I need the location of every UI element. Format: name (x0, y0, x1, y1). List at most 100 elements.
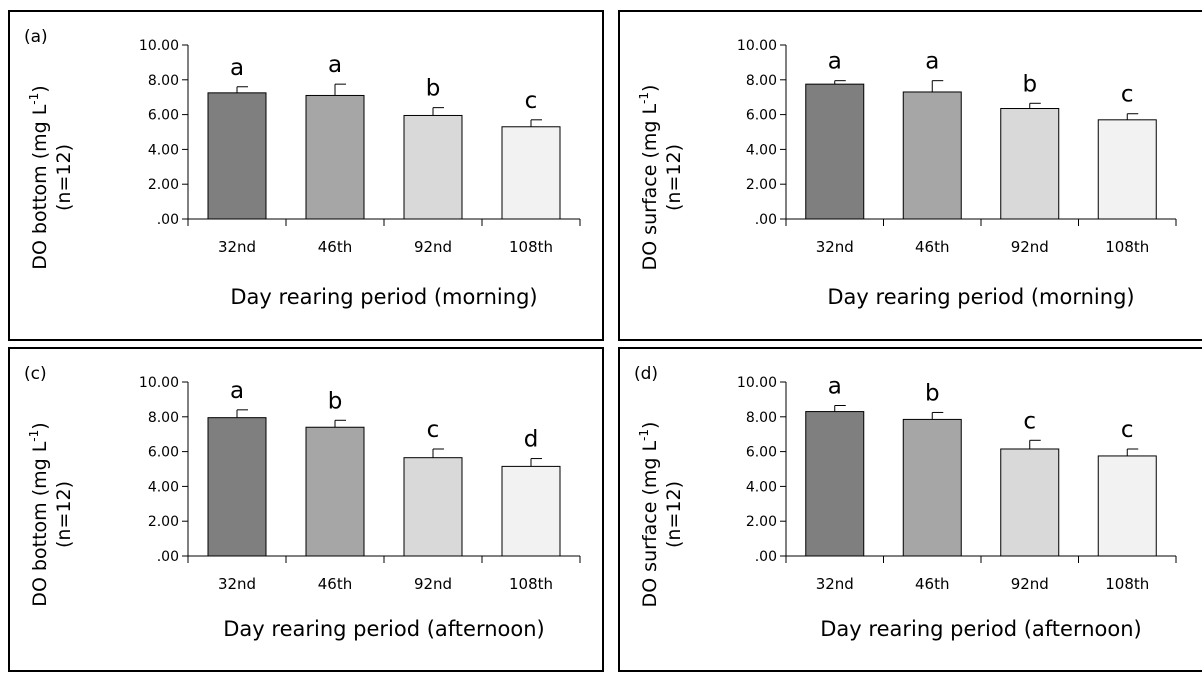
bar-chart-c: (c) .00 2.00 4.00 6.00 8.00 10.00 a 32nd b 46th c 92… (24, 364, 581, 641)
y-axis-title-line2: (n=12) (53, 481, 75, 548)
y-axis-title: DO bottom (mg L-1)(n=12) (27, 422, 75, 606)
significance-letter: b (925, 380, 940, 406)
significance-letter: a (925, 49, 939, 75)
y-tick-label: 2.00 (148, 177, 179, 193)
x-axis-title: Day rearing period (afternoon) (223, 617, 544, 641)
bar (1000, 108, 1060, 220)
x-tick-label: 108th (1105, 575, 1149, 593)
bar (501, 465, 561, 557)
y-tick-label: 10.00 (737, 38, 777, 54)
bar-chart-b: .00 2.00 4.00 6.00 8.00 10.00 a 32nd a 46th b 92nd c… (637, 38, 1177, 309)
y-tick-label: 2.00 (746, 514, 777, 530)
x-tick-label: 32nd (816, 575, 854, 593)
y-tick-label: 8.00 (746, 73, 777, 89)
bar (207, 417, 267, 557)
y-tick-label: 8.00 (746, 410, 777, 426)
bar (902, 91, 962, 220)
significance-letter: b (1022, 71, 1037, 97)
y-tick-label: 4.00 (746, 142, 777, 158)
chart-panel-d: (d) .00 2.00 4.00 6.00 8.00 10.00 a 32nd b 46th c 92… (618, 347, 1202, 672)
y-tick-label: 8.00 (148, 73, 179, 89)
panel-label: (d) (634, 364, 658, 384)
y-axis-title-line1: DO surface (mg L-1) (637, 85, 661, 271)
significance-letter: a (230, 378, 244, 404)
significance-letter: c (1121, 417, 1134, 443)
x-tick-label: 32nd (218, 575, 256, 593)
y-tick-label: 10.00 (139, 375, 179, 391)
y-tick-label: .00 (157, 212, 179, 228)
y-axis-title-line2: (n=12) (663, 481, 685, 548)
y-tick-label: 4.00 (148, 142, 179, 158)
significance-letter: a (828, 49, 842, 75)
significance-letter: a (230, 55, 244, 81)
y-axis-title: DO surface (mg L-1)(n=12) (637, 422, 685, 608)
bar (305, 426, 365, 557)
chart-panel-c: (c) .00 2.00 4.00 6.00 8.00 10.00 a 32nd b 46th c 92… (8, 347, 604, 672)
y-axis-title-line2: (n=12) (53, 144, 75, 211)
panel-label: (a) (24, 27, 48, 47)
y-axis-title: DO surface (mg L-1)(n=12) (637, 85, 685, 271)
x-tick-label: 92nd (414, 575, 452, 593)
bar (403, 457, 463, 557)
chart-panel-b: .00 2.00 4.00 6.00 8.00 10.00 a 32nd a 46th b 92nd c… (618, 10, 1202, 341)
x-tick-label: 46th (318, 238, 352, 256)
y-axis-title-line1: DO surface (mg L-1) (637, 422, 661, 608)
significance-letter: c (1121, 82, 1134, 108)
y-tick-label: 6.00 (148, 445, 179, 461)
y-tick-label: 6.00 (148, 108, 179, 124)
x-tick-label: 92nd (414, 238, 452, 256)
bar (805, 83, 865, 220)
panel-label: (c) (24, 364, 47, 384)
bar (305, 94, 365, 220)
x-tick-label: 32nd (218, 238, 256, 256)
y-tick-label: 6.00 (746, 445, 777, 461)
bar (207, 92, 267, 220)
significance-letter: a (828, 373, 842, 399)
bar (403, 114, 463, 220)
x-tick-label: 92nd (1011, 575, 1049, 593)
bar (1000, 448, 1060, 557)
bar (805, 411, 865, 557)
significance-letter: b (426, 76, 441, 102)
y-tick-label: .00 (755, 549, 777, 565)
bar (902, 418, 962, 557)
y-axis-title-line2: (n=12) (663, 144, 685, 211)
y-tick-label: 6.00 (746, 108, 777, 124)
bar (1097, 455, 1157, 557)
y-tick-label: 10.00 (737, 375, 777, 391)
x-tick-label: 108th (509, 575, 553, 593)
x-axis-title: Day rearing period (afternoon) (820, 617, 1141, 641)
bar (501, 126, 561, 220)
y-tick-label: 4.00 (148, 479, 179, 495)
y-tick-label: 10.00 (139, 38, 179, 54)
y-tick-label: 2.00 (746, 177, 777, 193)
x-tick-label: 46th (318, 575, 352, 593)
x-tick-label: 108th (1105, 238, 1149, 256)
significance-letter: c (1023, 408, 1036, 434)
y-tick-label: .00 (157, 549, 179, 565)
significance-letter: c (525, 88, 538, 114)
y-axis-title: DO bottom (mg L-1)(n=12) (27, 85, 75, 269)
x-tick-label: 46th (915, 575, 949, 593)
y-tick-label: 8.00 (148, 410, 179, 426)
y-axis-title-line1: DO bottom (mg L-1) (27, 85, 51, 269)
y-tick-label: 4.00 (746, 479, 777, 495)
x-tick-label: 46th (915, 238, 949, 256)
chart-panel-a: (a) .00 2.00 4.00 6.00 8.00 10.00 a 32nd a 46th b 92… (8, 10, 604, 341)
significance-letter: a (328, 52, 342, 78)
x-axis-title: Day rearing period (morning) (230, 285, 537, 309)
significance-letter: c (427, 417, 440, 443)
significance-letter: d (524, 427, 539, 453)
x-tick-label: 108th (509, 238, 553, 256)
x-tick-label: 92nd (1011, 238, 1049, 256)
x-axis-title: Day rearing period (morning) (827, 285, 1134, 309)
significance-letter: b (328, 388, 343, 414)
bar (1097, 119, 1157, 220)
bar-chart-a: (a) .00 2.00 4.00 6.00 8.00 10.00 a 32nd a 46th b 92… (24, 27, 581, 309)
bar-chart-d: (d) .00 2.00 4.00 6.00 8.00 10.00 a 32nd b 46th c 92… (634, 364, 1177, 641)
y-tick-label: .00 (755, 212, 777, 228)
y-tick-label: 2.00 (148, 514, 179, 530)
x-tick-label: 32nd (816, 238, 854, 256)
y-axis-title-line1: DO bottom (mg L-1) (27, 422, 51, 606)
